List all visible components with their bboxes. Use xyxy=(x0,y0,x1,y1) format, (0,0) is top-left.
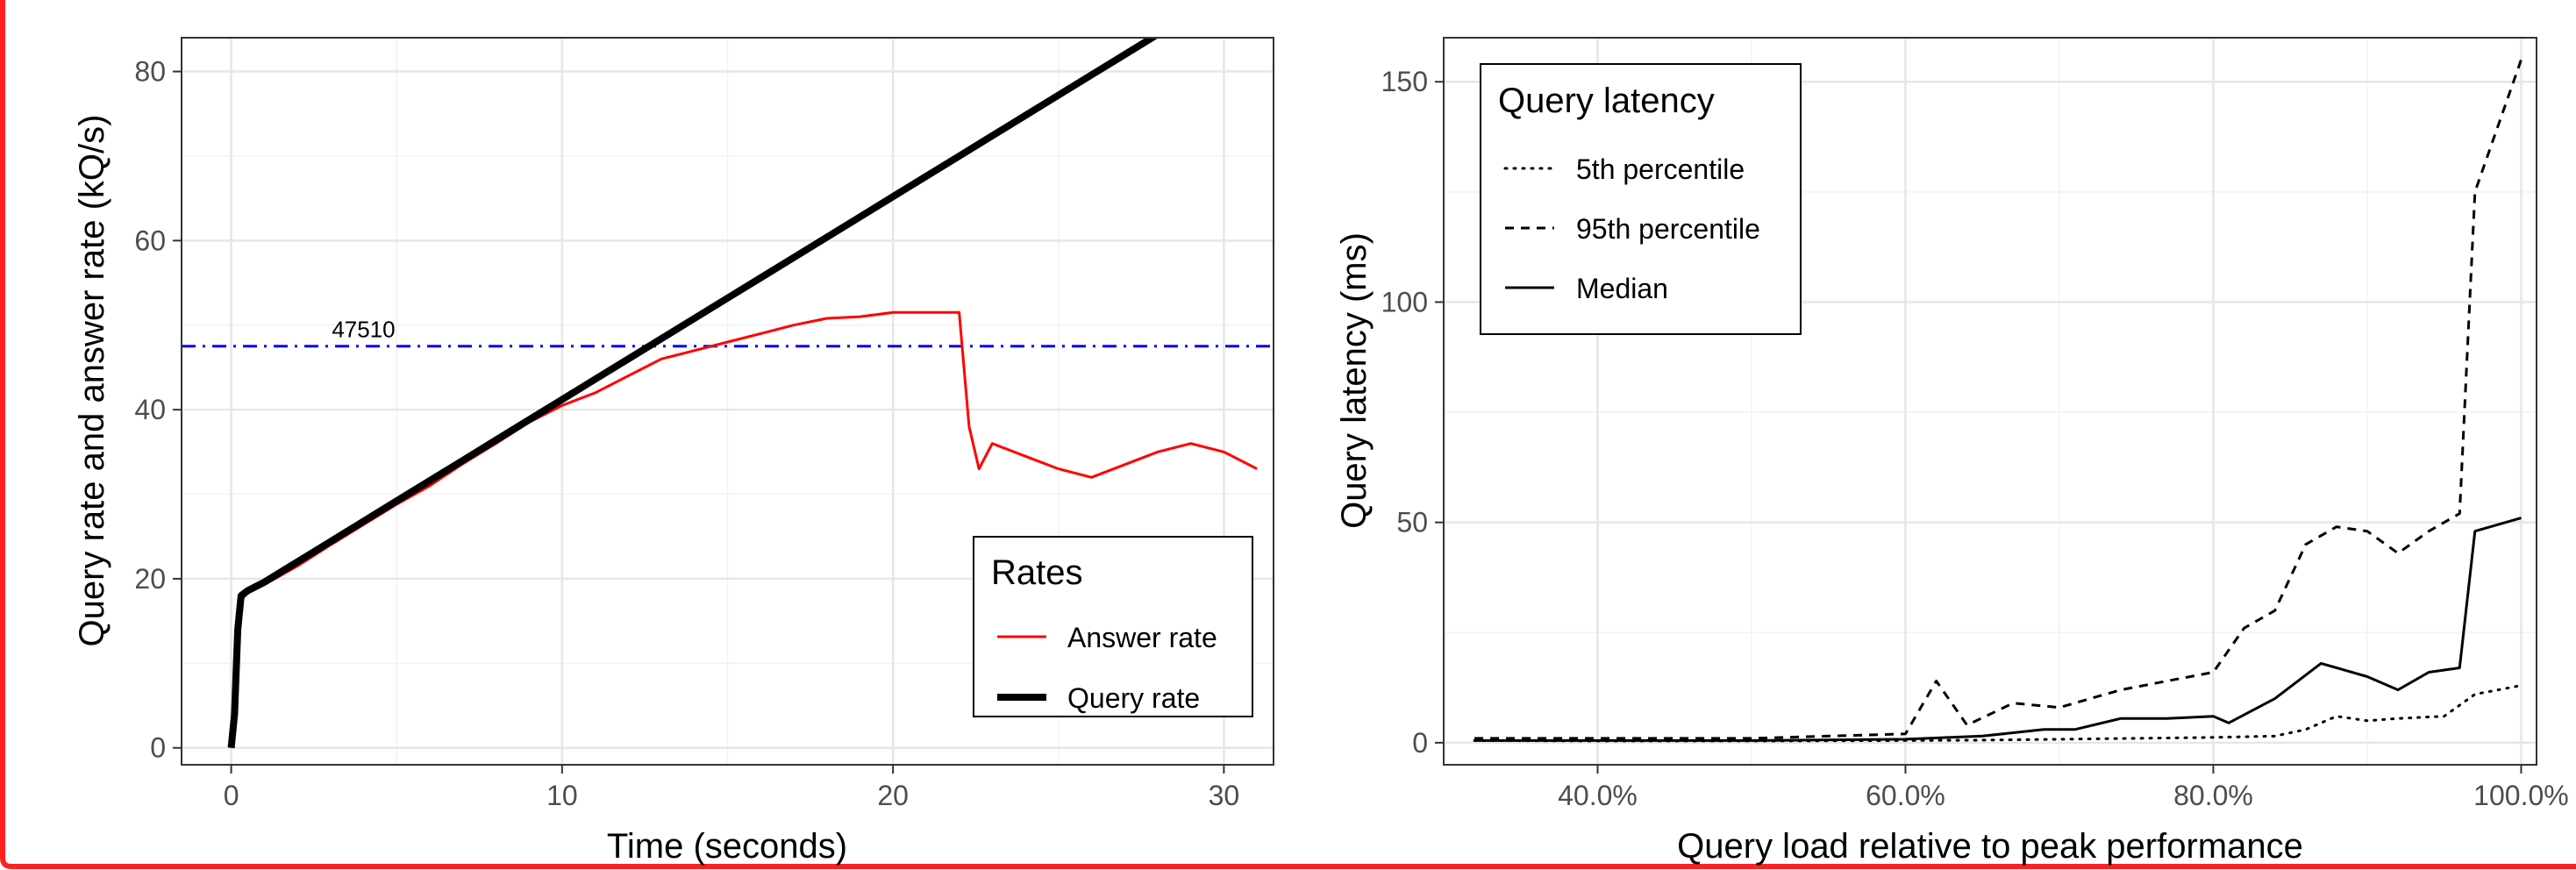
x-tick-label: 60.0% xyxy=(1866,780,1945,811)
x-axis-label: Query load relative to peak performance xyxy=(1677,827,2303,866)
chart-query-latency: 40.0% 60.0% 80.0% 100.0% 0 50 100 150 Query lo… xyxy=(1335,37,2569,866)
x-tick-label: 20 xyxy=(877,780,909,811)
x-tick-label: 40.0% xyxy=(1558,780,1638,811)
series-line-median xyxy=(1474,517,2522,742)
legend: Query latency 5th percentile 95th percen… xyxy=(1480,63,1802,335)
legend-title: Query latency xyxy=(1498,82,1715,120)
y-axis: 0 50 100 150 xyxy=(1381,66,1444,759)
x-tick-label: 100.0% xyxy=(2473,780,2569,811)
y-tick-label: 50 xyxy=(1396,507,1428,538)
y-tick-label: 100 xyxy=(1381,286,1428,317)
x-axis: 0 10 20 30 xyxy=(224,765,1240,811)
legend: Rates Answer rate Query rate xyxy=(973,536,1253,717)
y-tick-label: 20 xyxy=(134,563,166,595)
y-tick-label: 40 xyxy=(134,394,166,425)
x-tick-label: 10 xyxy=(546,780,578,811)
plot-border xyxy=(1443,37,2537,766)
x-tick-label: 0 xyxy=(224,780,239,811)
series-layer xyxy=(1473,59,2522,743)
legend-label-95th-percentile: 95th percentile xyxy=(1576,213,1760,245)
x-axis: 40.0% 60.0% 80.0% 100.0% xyxy=(1558,765,2569,811)
y-tick-label: 0 xyxy=(1412,727,1428,759)
series-layer xyxy=(227,38,1258,749)
y-axis-label: Query latency (ms) xyxy=(1335,232,1374,529)
legend-box xyxy=(1480,63,1802,335)
x-tick-label: 30 xyxy=(1209,780,1240,811)
y-axis-label: Query rate and answer rate (kQ/s) xyxy=(73,115,111,647)
y-axis: 0 20 40 60 80 xyxy=(134,56,182,764)
y-tick-label: 150 xyxy=(1381,66,1428,97)
legend-box xyxy=(973,536,1253,717)
reference-line-label: 47510 xyxy=(332,317,395,343)
reference-line: 47510 xyxy=(182,317,1274,348)
series-line-95th-percentile xyxy=(1474,59,2522,740)
y-tick-label: 0 xyxy=(150,732,166,764)
legend-label-5th-percentile: 5th percentile xyxy=(1576,153,1745,185)
legend-label-query-rate: Query rate xyxy=(1067,682,1200,714)
plot-border xyxy=(181,37,1274,766)
y-tick-label: 60 xyxy=(134,225,166,256)
legend-label-answer-rate: Answer rate xyxy=(1067,622,1217,653)
legend-title: Rates xyxy=(991,553,1083,592)
x-tick-label: 80.0% xyxy=(2173,780,2253,811)
legend-label-median: Median xyxy=(1576,273,1668,304)
series-line-query-rate xyxy=(227,38,1160,749)
chart-query-answer-rates: 47510 0 10 20 30 0 20 40 60 80 Time (seconds) Q… xyxy=(73,37,1274,866)
x-axis-label: Time (seconds) xyxy=(607,827,847,866)
y-tick-label: 80 xyxy=(134,56,166,88)
